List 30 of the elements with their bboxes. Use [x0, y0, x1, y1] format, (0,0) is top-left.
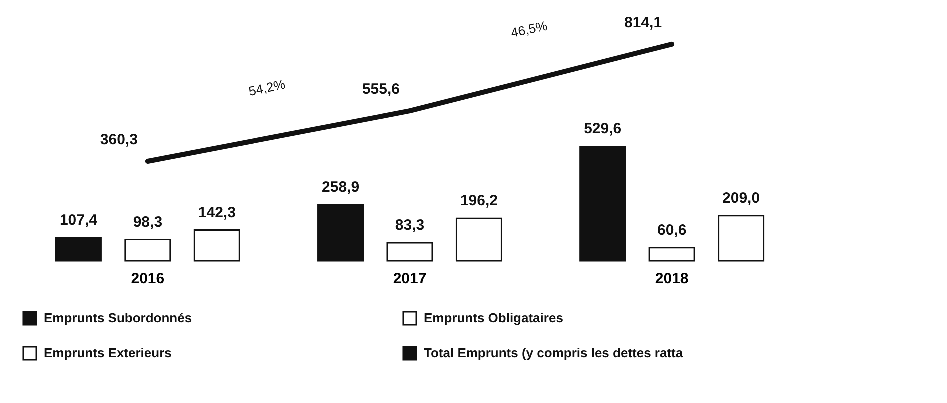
text: 54,2%	[248, 76, 288, 100]
bar	[648, 247, 696, 262]
legend-label: Emprunts Subordonnés	[44, 310, 192, 326]
bar	[194, 230, 240, 262]
x-tick-label: 2018	[655, 270, 689, 288]
data-label: 258,9	[322, 179, 360, 196]
data-label: 555,6	[362, 81, 400, 98]
bar	[124, 239, 172, 262]
x-tick-label: 2016	[131, 270, 165, 288]
data-label: 196,2	[460, 192, 498, 210]
data-label: 209,0	[722, 190, 760, 207]
bar	[386, 242, 434, 262]
data-label: 60,6	[657, 222, 687, 239]
data-label: 529,6	[584, 120, 622, 138]
legend-label: Emprunts Exterieurs	[44, 346, 172, 360]
data-label: 360,3	[100, 131, 138, 148]
bar	[580, 146, 626, 262]
legend-label: Emprunts Obligataires	[424, 310, 564, 326]
data-label: 83,3	[395, 217, 425, 234]
data-label: 107,4	[60, 212, 98, 229]
bar	[718, 215, 765, 262]
bar	[318, 204, 364, 262]
bar	[55, 237, 102, 262]
data-label: 814,1	[624, 14, 662, 32]
text: 46,5%	[510, 18, 550, 41]
data-label: 142,3	[198, 204, 236, 222]
legend-label: Total Emprunts (y compris les dettes ratta	[424, 346, 684, 360]
bar	[456, 218, 502, 262]
data-label: 98,3	[133, 214, 163, 231]
x-tick-label: 2017	[393, 270, 427, 288]
